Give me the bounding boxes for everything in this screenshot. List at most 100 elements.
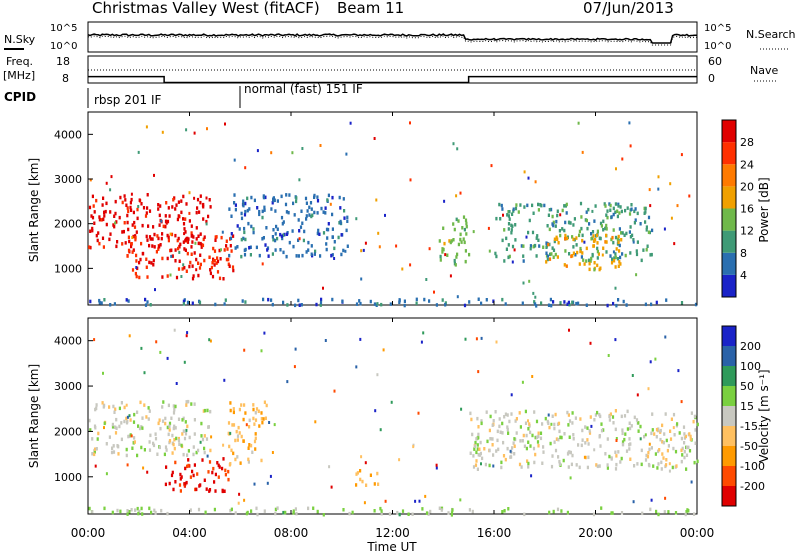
x-tick-label: 00:00 <box>71 526 106 540</box>
power-plot-area <box>87 111 698 306</box>
heatmap-cell <box>568 419 572 423</box>
heatmap-cell <box>534 243 537 248</box>
heatmap-cell <box>215 261 218 265</box>
heatmap-cell <box>167 206 170 210</box>
heatmap-cell <box>632 240 635 244</box>
heatmap-cell <box>272 238 275 242</box>
heatmap-cell <box>614 450 617 454</box>
heatmap-cell <box>95 447 98 451</box>
heatmap-cell <box>525 433 528 438</box>
heatmap-cell <box>597 252 600 256</box>
heatmap-cell <box>373 137 376 140</box>
heatmap-cell <box>274 209 277 213</box>
heatmap-cell <box>549 297 552 302</box>
heatmap-cell <box>208 198 211 202</box>
heatmap-cell <box>359 337 362 341</box>
heatmap-cell <box>212 259 215 263</box>
heatmap-cell <box>614 409 617 413</box>
heatmap-cell <box>205 219 208 224</box>
heatmap-cell <box>227 477 230 482</box>
heatmap-cell <box>480 421 483 426</box>
heatmap-cell <box>180 210 183 215</box>
heatmap-cell <box>183 360 186 364</box>
heatmap-cell <box>474 440 477 445</box>
heatmap-cell <box>191 469 194 474</box>
heatmap-cell <box>176 217 179 222</box>
heatmap-cell <box>644 220 647 224</box>
colorbar-tick: 100 <box>740 360 761 373</box>
nsky-label: N.Sky <box>4 33 36 46</box>
heatmap-cell <box>527 176 530 180</box>
heatmap-cell <box>181 432 184 436</box>
heatmap-cell <box>229 408 232 413</box>
heatmap-cell <box>330 253 333 258</box>
heatmap-cell <box>148 243 151 248</box>
heatmap-cell <box>266 246 270 250</box>
heatmap-cell <box>152 225 155 229</box>
heatmap-cell <box>345 152 348 156</box>
heatmap-cell <box>563 300 566 304</box>
heatmap-cell <box>610 511 613 515</box>
heatmap-cell <box>569 221 572 225</box>
heatmap-cell <box>683 441 686 445</box>
heatmap-cell <box>565 264 568 268</box>
heatmap-cell <box>678 431 681 435</box>
heatmap-cell <box>639 424 642 429</box>
heatmap-cell <box>512 209 515 213</box>
heatmap-cell <box>552 220 555 225</box>
heatmap-cell <box>501 297 504 302</box>
heatmap-cell <box>242 199 245 203</box>
heatmap-cell <box>134 271 137 276</box>
heatmap-cell <box>295 199 298 204</box>
heatmap-cell <box>154 436 158 441</box>
heatmap-cell <box>407 512 410 516</box>
heatmap-cell <box>280 194 283 199</box>
heatmap-cell <box>647 215 651 220</box>
heatmap-cell <box>344 249 347 253</box>
heatmap-cell <box>131 223 134 227</box>
heatmap-cell <box>209 448 212 453</box>
heatmap-cell <box>98 298 101 303</box>
heatmap-cell <box>151 237 154 241</box>
heatmap-cell <box>547 413 550 417</box>
heatmap-cell <box>191 276 195 281</box>
heatmap-cell <box>575 463 578 467</box>
heatmap-cell <box>529 244 532 248</box>
heatmap-cell <box>567 423 570 427</box>
heatmap-cell <box>355 365 358 369</box>
heatmap-cell <box>600 506 603 510</box>
heatmap-cell <box>634 207 637 211</box>
heatmap-cell <box>242 236 245 241</box>
heatmap-cell <box>614 202 617 206</box>
heatmap-cell <box>460 407 463 411</box>
heatmap-cell <box>331 297 334 302</box>
heatmap-cell <box>656 466 659 470</box>
heatmap-cell <box>216 461 219 465</box>
heatmap-cell <box>359 477 362 482</box>
heatmap-cell <box>179 489 182 493</box>
heatmap-cell <box>680 301 684 305</box>
heatmap-cell <box>270 151 273 155</box>
heatmap-cell <box>179 472 182 477</box>
heatmap-cell <box>566 410 569 415</box>
heatmap-cell <box>182 302 185 306</box>
heatmap-cell <box>200 245 203 249</box>
heatmap-cell <box>608 418 611 422</box>
heatmap-cell <box>135 253 138 258</box>
heatmap-cell <box>557 241 560 245</box>
velocity-colorbar-title: Velocity [m s⁻¹] <box>757 369 771 462</box>
heatmap-cell <box>359 301 362 306</box>
heatmap-cell <box>276 227 279 231</box>
heatmap-cell <box>292 244 295 249</box>
heatmap-cell <box>112 404 115 409</box>
heatmap-cell <box>232 410 235 415</box>
colorbar-tick: -15 <box>740 420 758 433</box>
heatmap-cell <box>614 255 617 260</box>
heatmap-cell <box>307 248 310 252</box>
heatmap-cell <box>596 249 599 254</box>
heatmap-cell <box>310 252 313 256</box>
heatmap-cell <box>559 233 562 238</box>
heatmap-cell <box>663 227 666 231</box>
heatmap-cell <box>232 407 235 411</box>
